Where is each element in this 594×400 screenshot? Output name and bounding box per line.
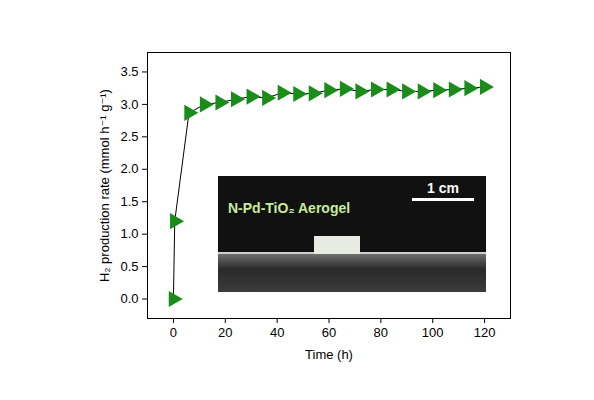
- svg-text:0.0: 0.0: [120, 291, 138, 306]
- svg-text:3.5: 3.5: [120, 64, 138, 79]
- svg-text:2.0: 2.0: [120, 161, 138, 176]
- svg-text:40: 40: [270, 325, 284, 340]
- svg-text:120: 120: [474, 325, 496, 340]
- svg-text:2.5: 2.5: [120, 129, 138, 144]
- svg-text:60: 60: [322, 325, 336, 340]
- svg-text:1.0: 1.0: [120, 226, 138, 241]
- svg-text:Time (h): Time (h): [305, 347, 353, 362]
- svg-text:0: 0: [170, 325, 177, 340]
- svg-text:100: 100: [422, 325, 444, 340]
- html-text:1 cm: 1 cm: [427, 180, 459, 196]
- html-text:N-Pd-TiO₂ Aerogel: N-Pd-TiO₂ Aerogel: [228, 200, 351, 216]
- svg-text:H₂ production rate (mmol h⁻¹ g: H₂ production rate (mmol h⁻¹ g⁻¹): [97, 89, 112, 282]
- svg-text:20: 20: [218, 325, 232, 340]
- svg-text:80: 80: [374, 325, 388, 340]
- svg-text:0.5: 0.5: [120, 259, 138, 274]
- svg-text:1.5: 1.5: [120, 194, 138, 209]
- svg-text:3.0: 3.0: [120, 97, 138, 112]
